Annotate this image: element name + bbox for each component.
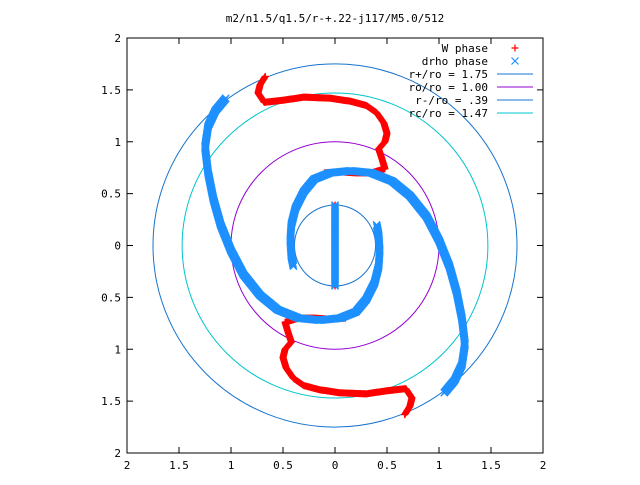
circle-0 — [152, 63, 518, 428]
x-tick-label: 1.5 — [481, 459, 501, 472]
y-tick-label: 0 — [114, 240, 121, 253]
x-tick-label: 0 — [332, 459, 339, 472]
data-point — [331, 282, 339, 290]
legend-label: W phase — [442, 42, 488, 55]
legend-label: ro/ro = 1.00 — [409, 81, 488, 94]
reference-circles — [152, 63, 518, 428]
x-tick-label: 2 — [124, 459, 131, 472]
legend-label: rc/ro = 1.47 — [409, 107, 488, 120]
y-tick-label: 0.5 — [101, 291, 121, 304]
y-tick-label: 0.5 — [101, 188, 121, 201]
y-tick-label: 1 — [114, 343, 121, 356]
series-1 — [201, 94, 469, 397]
x-tick-label: 2 — [540, 459, 547, 472]
data-point — [289, 262, 298, 271]
y-tick-label: 2 — [114, 447, 121, 460]
legend-label: drho phase — [422, 55, 488, 68]
x-tick-label: 1 — [436, 459, 443, 472]
x-tick-label: 1.5 — [169, 459, 189, 472]
circle-3 — [181, 92, 489, 399]
y-tick-label: 1.5 — [101, 395, 121, 408]
axis-ticks: 2 1.5 1 0.5 0 0.5 1 1.5 221.510.500.511.52 — [101, 32, 546, 472]
x-tick-label: 1 — [228, 459, 235, 472]
y-tick-label: 2 — [114, 32, 121, 45]
legend-symbol — [511, 57, 519, 65]
y-tick-label: 1.5 — [101, 84, 121, 97]
legend-label: r+/ro = 1.75 — [409, 68, 488, 81]
x-tick-label: 0.5 — [273, 459, 293, 472]
legend-label: r-/ro = .39 — [415, 94, 488, 107]
legend-symbol — [511, 44, 519, 52]
chart-title: m2/n1.5/q1.5/r-+.22-j117/M5.0/512 — [226, 12, 445, 25]
x-tick-label: 0.5 — [377, 459, 397, 472]
y-tick-label: 1 — [114, 136, 121, 149]
data-series — [201, 72, 469, 419]
data-point — [372, 220, 381, 229]
